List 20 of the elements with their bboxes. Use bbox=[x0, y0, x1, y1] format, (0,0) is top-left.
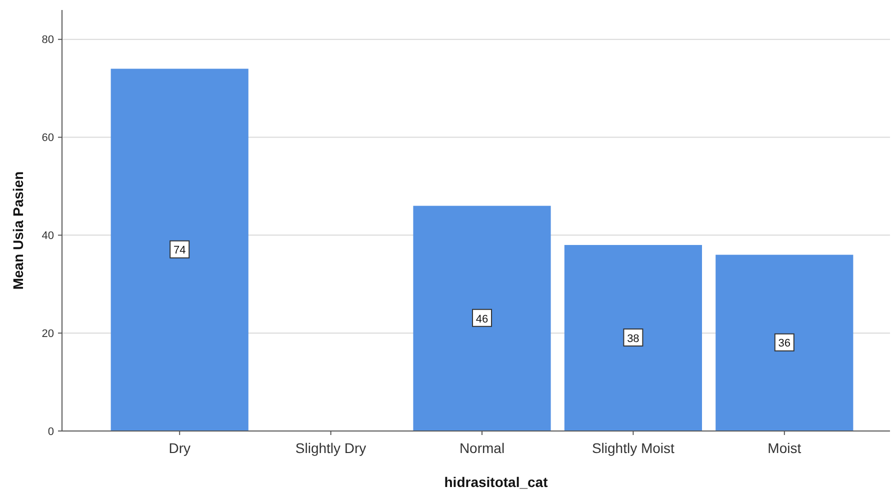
x-axis-title: hidrasitotal_cat bbox=[444, 474, 548, 490]
y-tick-label: 80 bbox=[42, 34, 54, 46]
data-label: 38 bbox=[627, 332, 640, 345]
data-label: 36 bbox=[778, 338, 791, 350]
data-label: 46 bbox=[476, 313, 488, 326]
bar bbox=[564, 244, 702, 431]
y-tick-label: 20 bbox=[42, 328, 54, 340]
x-tick-label: Normal bbox=[459, 440, 505, 456]
x-tick-label: Dry bbox=[168, 440, 190, 456]
x-tick-label: Moist bbox=[768, 440, 802, 456]
data-label: 74 bbox=[173, 244, 186, 257]
x-tick-label: Slightly Dry bbox=[295, 440, 366, 456]
bar bbox=[110, 68, 248, 431]
y-tick-label: 0 bbox=[48, 426, 54, 438]
x-tick-label: Slightly Moist bbox=[592, 440, 675, 456]
y-tick-label: 60 bbox=[42, 132, 54, 144]
bar bbox=[716, 254, 854, 431]
bar bbox=[413, 206, 551, 431]
y-tick-label: 40 bbox=[42, 230, 54, 242]
y-axis-title: Mean Usia Pasien bbox=[10, 171, 26, 290]
